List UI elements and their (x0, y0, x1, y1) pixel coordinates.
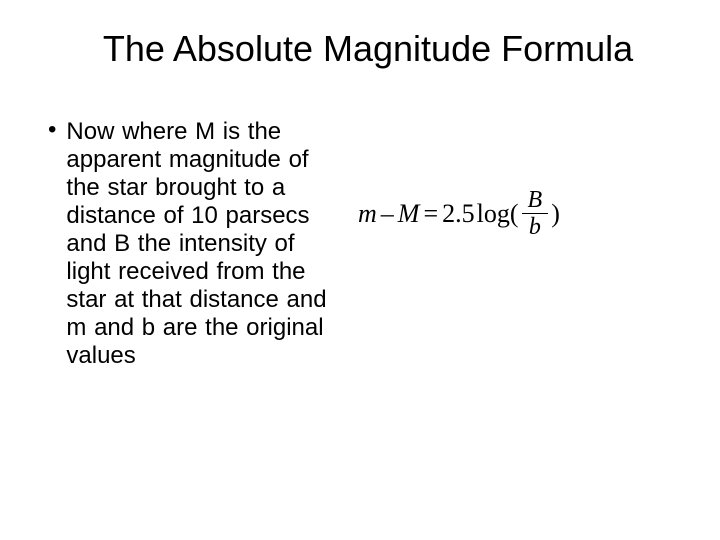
formula-var-m: m (358, 199, 377, 229)
formula-rparen: ) (551, 199, 560, 229)
slide: The Absolute Magnitude Formula • Now whe… (0, 0, 720, 540)
formula-fraction: B b (522, 188, 549, 239)
formula: m – M = 2.5 log ( B b ) (358, 188, 680, 239)
bullet-dot-icon: • (48, 116, 56, 144)
bullet-text: Now where M is the apparent magnitude of… (66, 118, 328, 370)
formula-frac-numerator: B (522, 188, 549, 212)
formula-log: log (477, 199, 510, 229)
formula-var-M-upper: M (398, 199, 420, 229)
formula-block: m – M = 2.5 log ( B b ) (338, 118, 680, 239)
formula-coeff: 2.5 (442, 199, 475, 229)
formula-lparen: ( (510, 199, 519, 229)
content-row: • Now where M is the apparent magnitude … (40, 118, 680, 370)
slide-title: The Absolute Magnitude Formula (56, 28, 680, 70)
formula-frac-denominator: b (523, 215, 547, 239)
bullet-block: • Now where M is the apparent magnitude … (48, 118, 328, 370)
formula-equals: = (423, 199, 438, 229)
formula-minus: – (381, 199, 394, 229)
